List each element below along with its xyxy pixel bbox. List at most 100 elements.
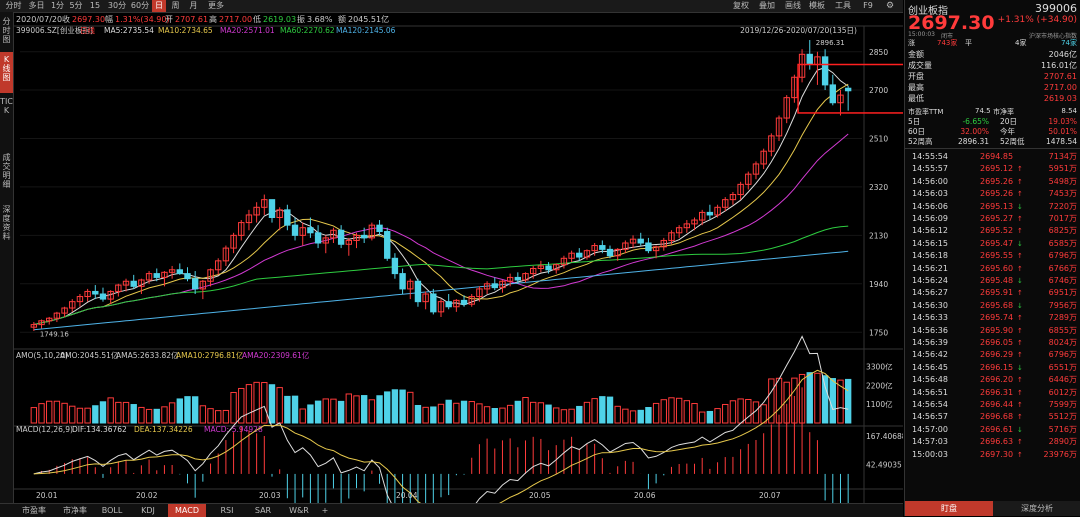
toolbar-tab-7[interactable]: 日 (152, 0, 166, 12)
price-change: +1.31% (+34.90) (997, 15, 1077, 25)
price-tick-label: 2130 (869, 231, 888, 240)
candle (599, 240, 606, 254)
indicator-tab-7[interactable]: W&R (289, 506, 309, 515)
down-arrow-icon: ↓ (1017, 301, 1023, 310)
indicator-tab-6[interactable]: SAR (254, 506, 272, 515)
candle (699, 209, 706, 226)
candle (837, 90, 844, 116)
tick-volume: 6766万 (1048, 263, 1077, 273)
volume-bar (506, 404, 514, 424)
indicator-tab-4[interactable]: MACD (168, 504, 206, 517)
left-tab-4[interactable]: 深度资料 (2, 205, 11, 241)
candle (798, 49, 806, 83)
up-arrow-icon: ↑ (1017, 227, 1023, 236)
toolbar-tool-0[interactable]: 复权 (733, 1, 749, 10)
candle (606, 245, 614, 259)
info-open: 2707.61 (175, 15, 208, 24)
candle (783, 95, 790, 124)
volume-bar (376, 395, 383, 424)
toolbar-tab-4[interactable]: 15分 (89, 1, 101, 22)
kline-chart[interactable]: 2020/07/20 收 2697.30 幅 1.31%(34.90)开 2707.61 高… (14, 13, 921, 517)
tick-time: 14:56:36 (912, 325, 948, 335)
toolbar-tab-2[interactable]: 1分 (50, 1, 65, 10)
candle (61, 306, 68, 317)
volume-bar (30, 407, 38, 424)
date-tick-label: 20.01 (36, 491, 58, 500)
candle (276, 207, 283, 231)
left-tab-1[interactable]: K线图 (0, 52, 13, 93)
volume-bar (629, 410, 637, 424)
tick-price: 2695.26 (980, 189, 1014, 199)
volume-bar (84, 407, 91, 424)
volume-bar (176, 398, 183, 424)
toolbar-tool-3[interactable]: 模板 (809, 1, 825, 10)
vol-amo10: AMA10:2796.81亿 (176, 350, 244, 360)
info-low: 2619.03 (263, 15, 296, 24)
candle (614, 248, 621, 261)
stat-row: 最低 2619.03 (905, 93, 1080, 104)
price-tick-label: 1940 (869, 280, 888, 289)
kline-chart-area[interactable]: 2020/07/20 收 2697.30 幅 1.31%(34.90) 开 2707.61 高… (14, 13, 921, 517)
volume-bar (606, 396, 614, 424)
candle (291, 217, 299, 241)
toolbar-tab-9[interactable]: 月 (189, 1, 198, 10)
volume-bar (199, 405, 207, 424)
info-amount_label: 额 (338, 14, 346, 24)
toolbar-tab-0[interactable]: 分时 (5, 1, 22, 10)
tick-volume: 5498万 (1048, 176, 1077, 186)
toolbar-tab-10[interactable]: 更多 (208, 1, 224, 10)
left-tab-2[interactable]: TICK (0, 97, 13, 115)
volume-bar (138, 406, 145, 424)
toolbar-tool-5[interactable]: F9 (863, 1, 873, 10)
toolbar-tab-5[interactable]: 30分 (107, 1, 127, 10)
volume-bar (622, 408, 629, 424)
volume-bar (368, 399, 376, 424)
toolbar-tab-1[interactable]: 多日 (28, 1, 45, 10)
tick-time: 14:56:03 (912, 189, 948, 199)
indicator-tab-2[interactable]: BOLL (101, 506, 123, 515)
toolbar-tab-6[interactable]: 60分 (130, 1, 150, 10)
candle (153, 268, 160, 282)
date-tick-label: 20.02 (136, 491, 158, 500)
volume-bar (430, 406, 437, 424)
toolbar-tool-2[interactable]: 画线 (785, 1, 801, 10)
indicator-tab-3[interactable]: KDJ (141, 506, 155, 515)
vol-tick-label: 3300亿 (866, 361, 893, 371)
info-high: 2717.00 (219, 15, 252, 24)
quote-stats: 金额 2046亿 成交量 116.01亿 开盘 2707.61 最高 2717.00 最低 261… (905, 49, 1080, 107)
volume-bar (38, 403, 45, 424)
volume-bar (399, 389, 406, 424)
volume-bar (253, 381, 260, 424)
indicator-tab-8[interactable]: + (321, 506, 329, 515)
perf-value: 2896.31 (957, 137, 989, 146)
left-tab-3[interactable]: 成交明细 (2, 153, 11, 189)
toolbar-tab-3[interactable]: 5分 (69, 1, 83, 10)
toolbar-tab-8[interactable]: 周 (171, 1, 180, 10)
perf-value: 50.01% (1048, 127, 1077, 136)
left-tab-0[interactable]: 分时图 (2, 17, 11, 44)
tick-time: 14:56:15 (912, 238, 948, 248)
candle (791, 74, 798, 103)
indicator-tab-1[interactable]: 市净率 (63, 506, 87, 515)
toolbar-tool-1[interactable]: 叠加 (759, 1, 775, 10)
candle (253, 202, 260, 223)
left-view-tabs: 分时图 K线图 TICK 成交明细深度资料 (0, 12, 14, 504)
volume-bar (668, 397, 675, 424)
date-tick-label: 20.03 (259, 491, 281, 500)
volume-bar (614, 405, 621, 424)
candle (360, 227, 368, 243)
candle (261, 194, 268, 215)
tick-row: 14:56:36 2695.90 ↑ 6855万 (905, 325, 1080, 337)
price-tick-label: 2510 (869, 134, 888, 143)
panel-tab-1[interactable]: 深度分析 (993, 501, 1080, 516)
tick-list[interactable]: 14:55:54 2694.85 7134万 14:55:57 2695.12 ↑ 5951… (905, 151, 1080, 463)
date-tick-label: 20.05 (529, 491, 551, 500)
indicator-tab-5[interactable]: RSI (220, 506, 234, 515)
indicator-tab-0[interactable]: 市盈率 (22, 506, 46, 515)
toolbar-tool-4[interactable]: 工具 (835, 1, 851, 10)
panel-tab-0[interactable]: 盯盘 (905, 501, 993, 516)
settings-gear-icon[interactable]: ⚙ (885, 1, 895, 11)
info-close: 2697.30 (72, 15, 105, 24)
stat-label: 最低 (908, 94, 924, 103)
